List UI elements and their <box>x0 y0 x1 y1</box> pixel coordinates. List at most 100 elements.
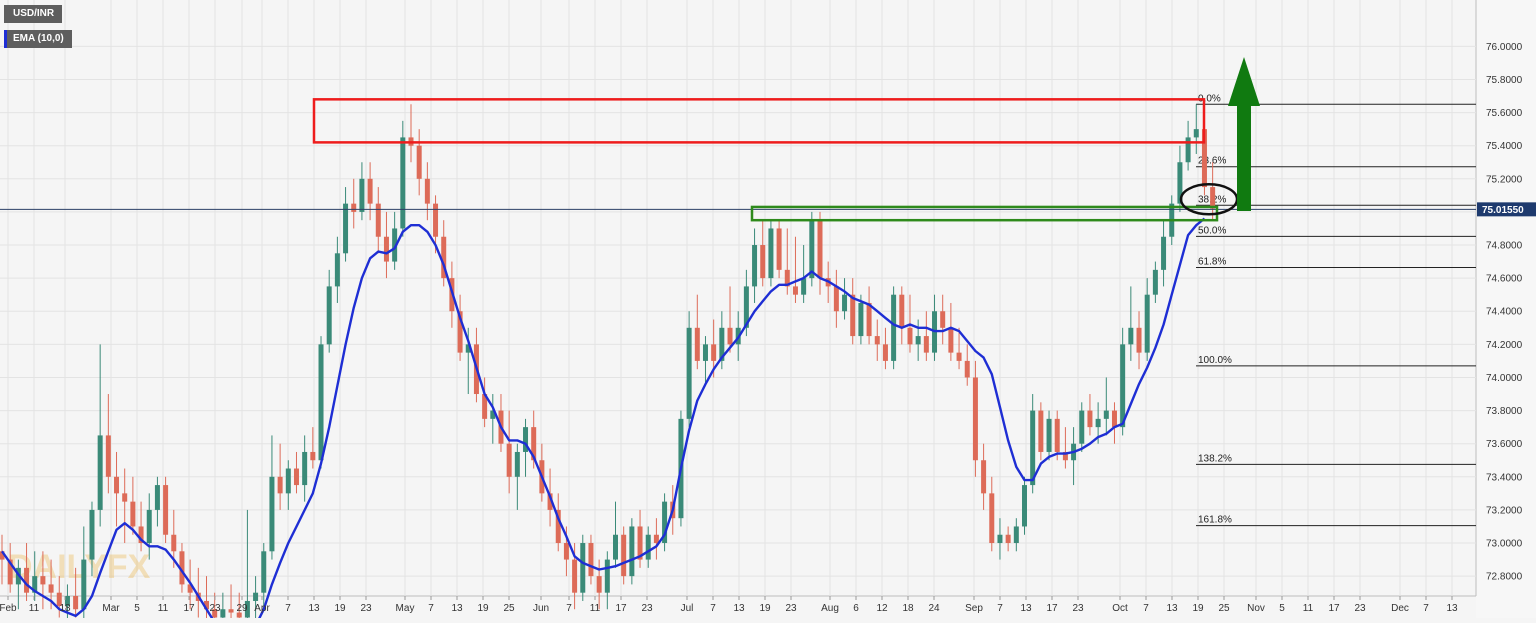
candle-down <box>293 468 299 486</box>
candle-up <box>662 501 668 544</box>
x-tick-label: 18 <box>902 603 914 614</box>
x-tick-label: 7 <box>566 603 572 614</box>
x-tick-label: 25 <box>1218 603 1230 614</box>
candle-up <box>334 253 340 287</box>
candle-down <box>792 286 798 295</box>
x-tick-label: 17 <box>615 603 627 614</box>
candle-up <box>1185 137 1191 163</box>
candle-down <box>1201 129 1207 188</box>
candle-up <box>285 468 291 494</box>
candle-down <box>694 327 700 361</box>
candle-down <box>204 600 209 610</box>
candle-up <box>629 526 635 577</box>
x-tick-label: 23 <box>785 603 797 614</box>
candle-down <box>351 203 357 212</box>
x-tick-label: 5 <box>1279 603 1285 614</box>
y-tick-label: 74.2000 <box>1486 340 1523 351</box>
candle-up <box>801 278 807 295</box>
ema-line <box>1 217 1206 623</box>
candle-down <box>114 476 120 494</box>
x-tick-label: 19 <box>1192 603 1204 614</box>
candle-up <box>915 336 921 345</box>
x-tick-label: 13 <box>1020 603 1032 614</box>
x-tick-label: 13 <box>451 603 463 614</box>
candle-up <box>400 137 406 229</box>
y-tick-label: 73.6000 <box>1486 439 1523 450</box>
x-tick-label: 11 <box>1303 603 1314 614</box>
candle-down <box>130 501 136 527</box>
x-tick-label: 6 <box>853 603 859 614</box>
y-tick-label: 75.2000 <box>1486 174 1523 185</box>
candle-down <box>73 596 79 610</box>
x-tick-label: 7 <box>1423 603 1429 614</box>
candle-down <box>105 435 111 477</box>
candle-down <box>383 236 389 262</box>
y-tick-label: 73.2000 <box>1486 505 1523 516</box>
candle-up <box>97 435 103 510</box>
x-tick-label: Sep <box>965 603 983 614</box>
x-tick-label: 19 <box>477 603 489 614</box>
candle-down <box>776 228 782 270</box>
candle-down <box>874 336 880 345</box>
candle-up <box>465 344 471 353</box>
x-tick-label: 13 <box>308 603 320 614</box>
candle-up <box>326 286 332 345</box>
candle-down <box>24 567 30 593</box>
x-tick-label: 23 <box>209 603 221 614</box>
candle-down <box>163 485 169 535</box>
candle-down <box>850 294 856 337</box>
x-tick-label: 13 <box>1446 603 1458 614</box>
candle-down <box>441 236 447 279</box>
x-tick-label: 7 <box>428 603 434 614</box>
candle-down <box>0 551 5 560</box>
candle-down <box>866 302 872 337</box>
symbol-label[interactable]: USD/INR <box>4 5 63 23</box>
watermark: DAILYFX <box>8 548 151 586</box>
ema-indicator-text: EMA (10,0) <box>13 33 64 44</box>
x-tick-label: 23 <box>1354 603 1366 614</box>
candle-down <box>482 394 488 419</box>
candle-up <box>719 327 725 361</box>
candle-up <box>318 344 324 461</box>
candle-up <box>645 534 651 560</box>
candle-up <box>343 203 349 254</box>
x-tick-label: Jun <box>533 603 549 614</box>
x-tick-label: Dec <box>1391 603 1409 614</box>
candle-down <box>981 460 987 494</box>
candle-down <box>457 311 463 353</box>
candle-up <box>359 178 365 212</box>
candle-up <box>269 476 275 552</box>
candle-up <box>809 220 815 279</box>
candle-down <box>572 559 578 593</box>
candle-down <box>547 493 553 510</box>
x-tick-label: Nov <box>1247 603 1265 614</box>
fib-level-label: 50.0% <box>1198 225 1226 236</box>
ema-indicator-label[interactable]: EMA (10,0) <box>4 30 72 48</box>
y-tick-label: 74.4000 <box>1486 307 1523 318</box>
candle-up <box>490 410 496 419</box>
candle-up <box>392 228 398 262</box>
fib-level-label: 161.8% <box>1198 515 1232 526</box>
candle-down <box>122 493 128 502</box>
candle-down <box>588 543 594 577</box>
y-tick-label: 75.4000 <box>1486 141 1523 152</box>
candle-up <box>244 600 250 618</box>
fib-level-label: 0.0% <box>1198 93 1221 104</box>
candle-down <box>972 377 978 461</box>
y-tick-label: 76.0000 <box>1486 42 1523 53</box>
candle-up <box>1128 327 1134 345</box>
y-tick-label: 74.6000 <box>1486 274 1523 285</box>
y-tick-label: 75.8000 <box>1486 75 1523 86</box>
candle-down <box>653 534 659 544</box>
fib-level-label: 138.2% <box>1198 453 1232 464</box>
x-tick-label: 17 <box>1328 603 1340 614</box>
candle-down <box>817 220 823 279</box>
candle-down <box>711 344 717 361</box>
x-tick-label: Feb <box>0 603 17 614</box>
candle-up <box>1022 485 1027 527</box>
candle-up <box>154 485 160 510</box>
candle-up <box>891 294 897 361</box>
candle-up <box>64 596 70 606</box>
